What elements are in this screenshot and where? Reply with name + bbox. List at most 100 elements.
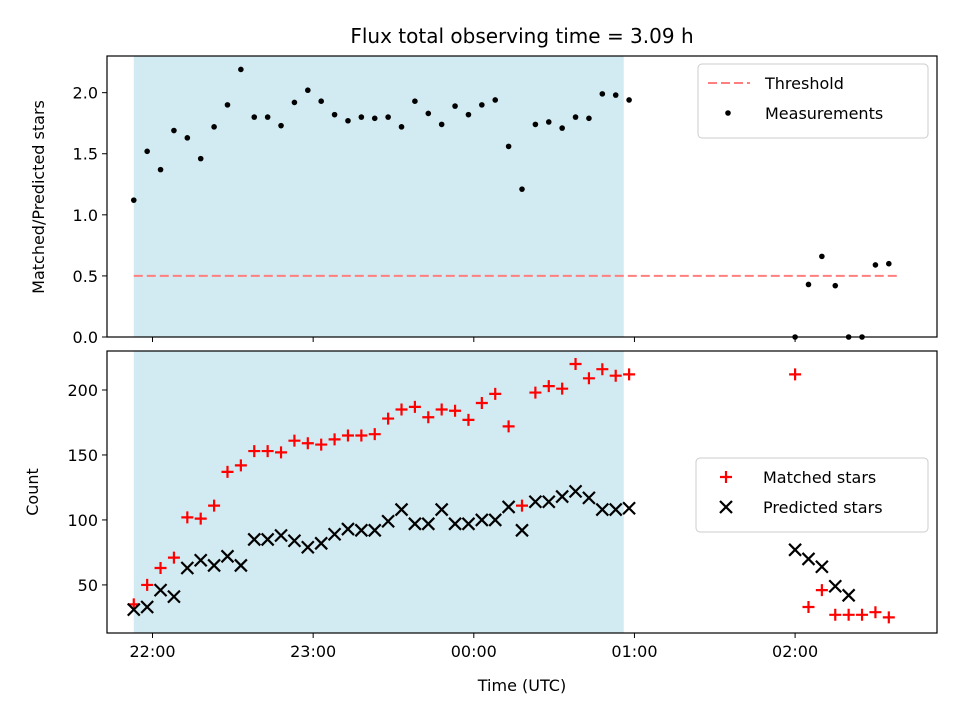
measurement-point bbox=[318, 98, 324, 105]
matched-star-marker bbox=[328, 433, 341, 446]
matched-star-marker bbox=[221, 465, 234, 478]
series-matched-stars bbox=[127, 357, 895, 624]
predicted-star-marker bbox=[555, 489, 569, 504]
predicted-star-marker bbox=[126, 602, 141, 617]
measurement-point bbox=[144, 148, 150, 155]
matched-star-marker bbox=[261, 445, 274, 458]
predicted-star-marker bbox=[828, 579, 843, 593]
y-tick-label: 0.5 bbox=[73, 267, 98, 286]
predicted-star-marker bbox=[301, 540, 315, 555]
measurement-point bbox=[331, 111, 338, 118]
matched-star-marker bbox=[355, 429, 368, 442]
legend-measurement-swatch bbox=[725, 110, 731, 116]
predicted-star-marker bbox=[314, 536, 328, 551]
y-tick-label: 1.0 bbox=[73, 206, 98, 225]
legend-box bbox=[697, 63, 929, 139]
legend: Matched stars Predicted stars bbox=[695, 457, 929, 533]
matched-star-marker bbox=[194, 512, 207, 525]
x-axis-label: Time (UTC) bbox=[477, 676, 566, 695]
matched-star-marker bbox=[856, 608, 869, 621]
predicted-star-marker bbox=[220, 549, 235, 564]
measurement-point bbox=[157, 166, 164, 173]
matched-star-marker bbox=[141, 578, 154, 591]
predicted-star-marker bbox=[515, 523, 529, 538]
y-tick-label: 2.0 bbox=[73, 84, 98, 103]
measurement-point bbox=[452, 103, 458, 109]
matched-star-marker bbox=[248, 445, 261, 458]
x-tick-label: 22:00 bbox=[129, 642, 175, 661]
matched-star-marker bbox=[301, 437, 314, 450]
predicted-star-marker bbox=[180, 561, 195, 575]
matched-star-marker bbox=[596, 363, 609, 376]
matched-star-marker bbox=[408, 400, 421, 413]
matched-star-marker bbox=[882, 611, 895, 624]
bottom-y-axis-label: Count bbox=[23, 468, 42, 516]
matched-star-marker bbox=[829, 608, 842, 621]
matched-star-marker bbox=[529, 386, 542, 399]
x-tick-label: 00:00 bbox=[451, 642, 497, 661]
plot-layer: 0.0 0.5 1.0 1.5 2.0 Threshold Measurements 50 10… bbox=[67, 55, 938, 661]
matched-star-marker bbox=[462, 413, 475, 426]
matched-star-marker bbox=[569, 357, 582, 370]
matched-star-marker bbox=[475, 396, 488, 409]
measurement-point bbox=[886, 260, 892, 267]
legend-box bbox=[695, 457, 929, 533]
matched-star-marker bbox=[181, 511, 194, 524]
measurement-point bbox=[425, 110, 432, 117]
matched-star-marker bbox=[154, 562, 167, 575]
matched-star-marker bbox=[815, 584, 828, 597]
predicted-star-marker bbox=[421, 517, 436, 531]
observing-window-shade bbox=[133, 351, 624, 633]
measurement-point bbox=[626, 97, 632, 103]
measurement-point bbox=[492, 97, 499, 103]
predicted-star-marker bbox=[274, 528, 288, 543]
matched-star-marker bbox=[422, 411, 435, 424]
predicted-star-marker bbox=[461, 517, 476, 531]
measurement-point bbox=[385, 114, 391, 120]
matched-star-marker bbox=[368, 428, 381, 441]
matched-star-marker bbox=[869, 606, 882, 619]
y-tick-label: 1.5 bbox=[73, 145, 98, 164]
predicted-star-marker bbox=[247, 532, 262, 547]
predicted-star-marker bbox=[501, 500, 516, 514]
matched-star-marker bbox=[395, 403, 408, 416]
y-tick-label: 150 bbox=[67, 446, 98, 465]
top-y-axis-label: Matched/Predicted stars bbox=[29, 100, 48, 294]
legend-label: Matched stars bbox=[763, 468, 876, 487]
measurement-point bbox=[412, 98, 418, 105]
predicted-star-marker bbox=[528, 494, 543, 509]
matched-star-marker bbox=[802, 601, 815, 614]
matched-star-marker bbox=[489, 387, 502, 400]
measurement-point bbox=[345, 117, 351, 124]
predicted-star-marker bbox=[841, 588, 856, 603]
measurement-point bbox=[559, 125, 565, 131]
measurement-point bbox=[479, 102, 485, 108]
y-tick-label: 100 bbox=[67, 511, 98, 530]
matched-star-marker bbox=[842, 608, 855, 621]
legend-label: Threshold bbox=[764, 74, 844, 93]
panel-counts: 50 100 150 200 22:00 23:00 00:00 01:00 02:00 Matc… bbox=[67, 350, 938, 661]
predicted-star-marker bbox=[541, 494, 556, 509]
predicted-star-marker bbox=[608, 502, 623, 517]
matched-star-marker bbox=[582, 372, 595, 385]
measurement-point bbox=[171, 127, 177, 134]
x-tick-label: 01:00 bbox=[611, 642, 657, 661]
measurement-point bbox=[832, 282, 839, 289]
matched-star-marker bbox=[341, 429, 354, 442]
matched-star-marker bbox=[208, 499, 221, 512]
predicted-star-marker bbox=[327, 527, 342, 542]
legend: Threshold Measurements bbox=[697, 63, 929, 139]
measurement-point bbox=[438, 121, 445, 128]
measurement-point bbox=[224, 102, 231, 108]
measurement-point bbox=[358, 114, 365, 120]
observing-window-shade bbox=[133, 56, 624, 337]
predicted-star-marker bbox=[815, 559, 829, 574]
measurement-point bbox=[264, 114, 271, 120]
measurement-point bbox=[805, 281, 812, 288]
series-predicted-stars bbox=[126, 484, 856, 617]
predicted-star-marker bbox=[582, 491, 596, 505]
predicted-star-marker bbox=[354, 523, 369, 538]
measurement-point bbox=[505, 143, 512, 150]
matched-star-marker bbox=[789, 368, 802, 381]
